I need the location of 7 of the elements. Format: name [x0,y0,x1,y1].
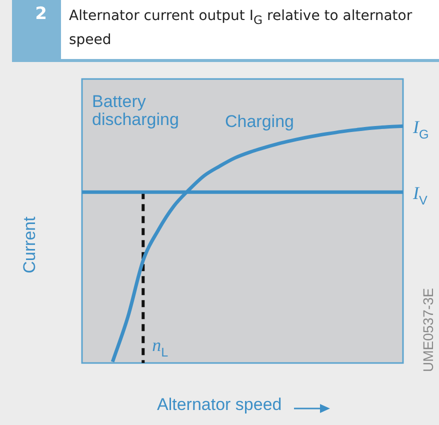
chart-title: Alternator current output I$_{G}$ relative to alternator speed [69,8,412,48]
y-axis-title: Current [20,216,40,274]
annotation: Charging [225,112,294,132]
x-axis-title: Alternator speed [157,395,282,415]
text: UME0537-3E [420,288,436,372]
text: 2 [34,4,48,24]
annotation: Battery discharging [92,92,179,129]
